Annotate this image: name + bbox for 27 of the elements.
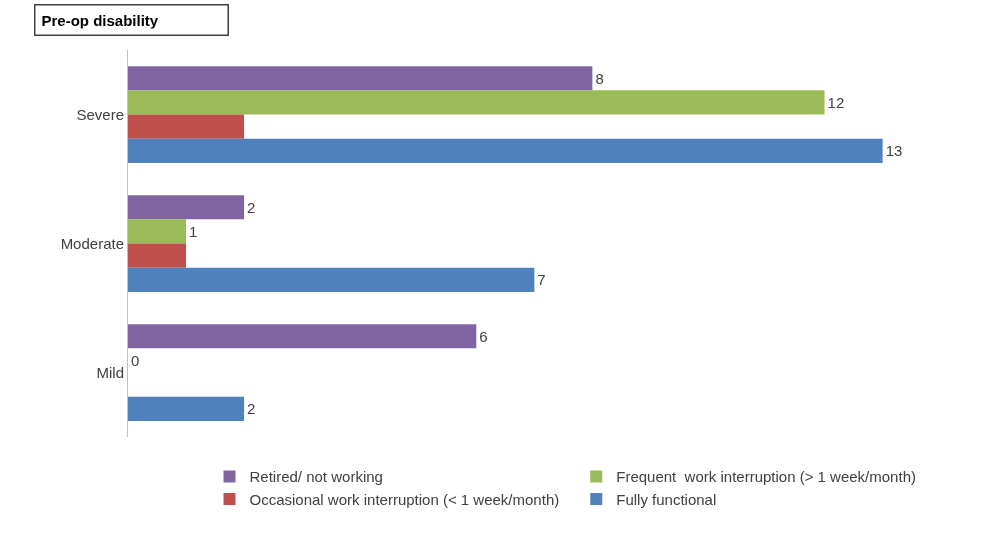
- data-label: 13: [885, 142, 903, 160]
- bar: [128, 138, 883, 163]
- data-label: 6: [479, 327, 488, 345]
- y-tick-label: Moderate: [60, 234, 124, 252]
- bar: [128, 66, 593, 91]
- data-label: 12: [827, 93, 845, 111]
- bar: [128, 195, 245, 220]
- legend-label: Retired/ not working: [249, 468, 383, 486]
- bar: [128, 267, 535, 292]
- bar: [128, 396, 245, 421]
- data-label: 1: [189, 222, 198, 240]
- data-label: 8: [595, 69, 604, 87]
- chart-title: Pre-op disability: [41, 11, 159, 29]
- bar: [128, 90, 825, 115]
- bar: [128, 114, 245, 139]
- y-tick-label: Mild: [96, 363, 124, 381]
- legend-label: Frequent work interruption (> 1 week/month): [616, 468, 916, 486]
- legend-label: Occasional work interruption (< 1 week/month): [249, 490, 560, 508]
- bar: [128, 219, 187, 244]
- data-label: 0: [131, 351, 140, 369]
- legend-label: Fully functional: [616, 490, 717, 508]
- data-label: 2: [247, 198, 256, 216]
- data-label: 2: [247, 400, 256, 418]
- bar: [128, 324, 477, 349]
- y-tick-label: Severe: [76, 105, 124, 123]
- data-label: 7: [537, 271, 546, 289]
- bar: [128, 243, 187, 268]
